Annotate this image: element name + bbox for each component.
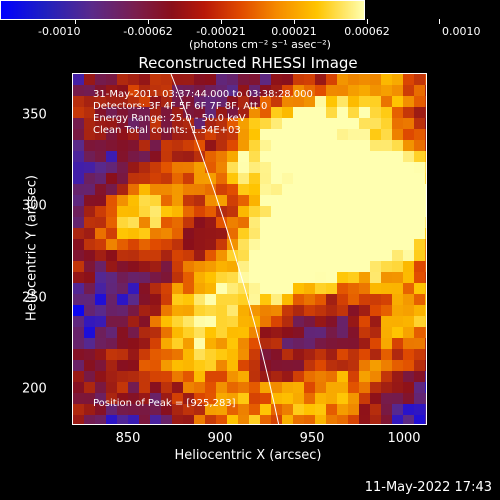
- colorbar-tickmark: [367, 19, 368, 24]
- colorbar-tickmark: [148, 19, 149, 24]
- colorbar-tickmark: [75, 19, 76, 24]
- y-axis-label: Heliocentric Y (arcsec): [24, 175, 40, 321]
- energy-range-text: Energy Range: 25.0 - 50.0 keV: [93, 113, 246, 124]
- colorbar-tick-label: -0.0010: [38, 25, 81, 38]
- colorbar-tick-label: -0.00062: [123, 25, 173, 38]
- colorbar-tickmark: [294, 19, 295, 24]
- colorbar-tickmark: [439, 19, 440, 24]
- colorbar-units-label: (photons cm⁻² s⁻¹ asec⁻²): [189, 38, 331, 51]
- time-range-text: 31-May-2011 03:37:44.000 to 03:38:28.000: [93, 89, 313, 100]
- clean-counts-text: Clean Total counts: 1.54E+03: [93, 125, 241, 136]
- y-tick-label: 300: [22, 198, 47, 214]
- colorbar-tick-label: 0.00062: [344, 25, 390, 38]
- image-pixels: [73, 74, 426, 424]
- colorbar-tick-label: 0.0010: [442, 25, 481, 38]
- y-tick-label: 200: [22, 381, 47, 397]
- colorbar-tickmark: [221, 19, 222, 24]
- image-plot-area: 31-May-2011 03:37:44.000 to 03:38:28.000…: [72, 73, 427, 425]
- x-tick-label: 950: [299, 431, 325, 446]
- colorbar-tick-label: 0.00021: [271, 25, 317, 38]
- x-tick-label: 1000: [387, 431, 421, 446]
- y-tick-label: 350: [22, 107, 47, 123]
- detectors-text: Detectors: 3F 4F 5F 6F 7F 8F, Att 0: [93, 101, 268, 112]
- y-tick-label: 250: [22, 290, 47, 306]
- reconstructed-image: [73, 74, 426, 424]
- x-tick-label: 850: [115, 431, 141, 446]
- peak-position-text: Position of Peak = [925,283]: [93, 398, 236, 409]
- colorbar-tick-label: -0.00021: [196, 25, 246, 38]
- timestamp: 11-May-2022 17:43: [364, 480, 492, 495]
- solar-limb-line: [170, 74, 280, 424]
- plot-title: Reconstructed RHESSI Image: [138, 54, 358, 72]
- x-tick-label: 900: [207, 431, 233, 446]
- colorbar: [0, 0, 365, 20]
- x-axis-label: Heliocentric X (arcsec): [174, 448, 322, 463]
